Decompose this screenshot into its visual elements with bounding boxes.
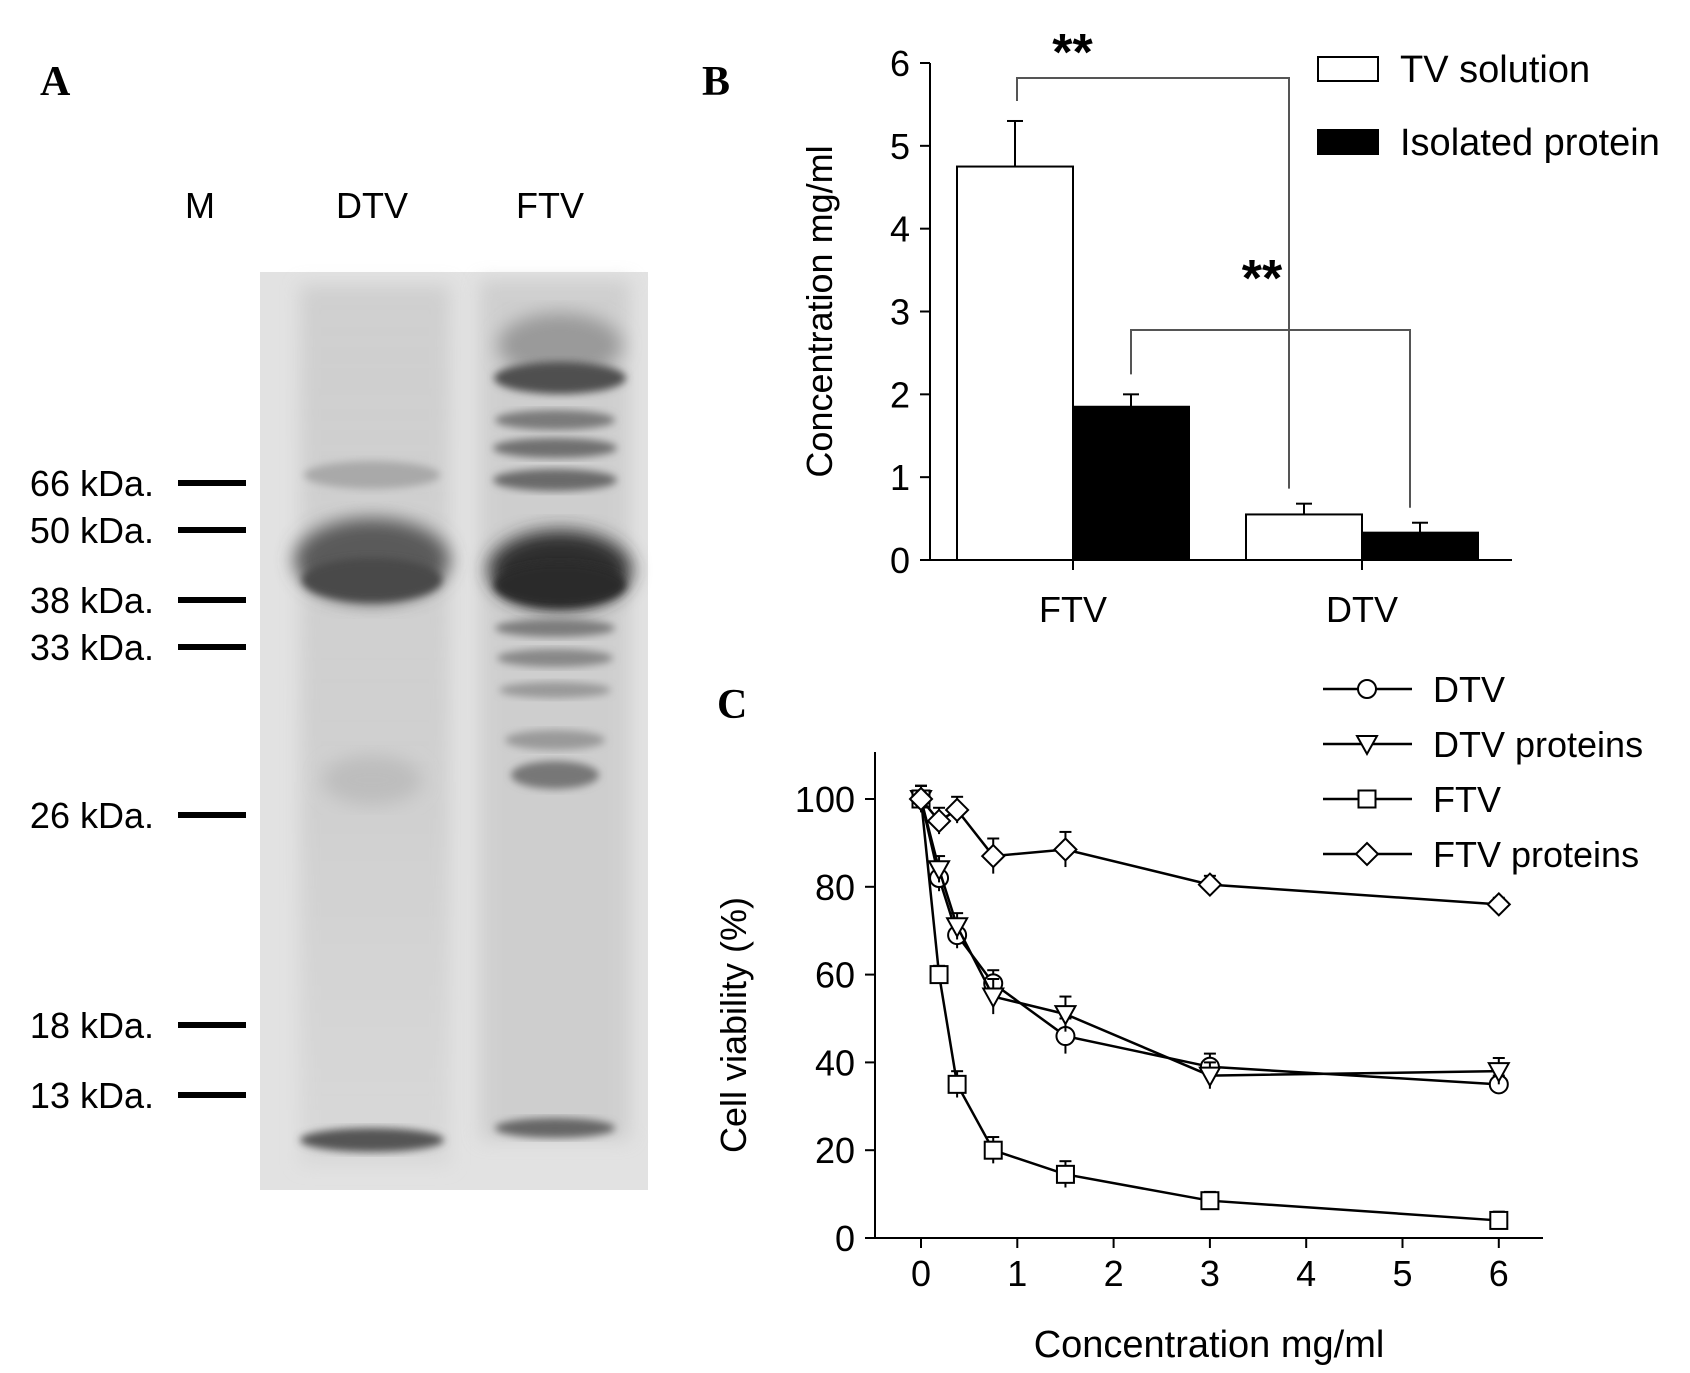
c-point-ftv-proteins-2 — [946, 799, 968, 821]
lane-label-ftv: FTV — [516, 185, 584, 226]
c-point-ftv-2 — [949, 1076, 966, 1093]
c-ytick-label-4: 80 — [815, 867, 855, 908]
c-legend-label-ftv-proteins: FTV proteins — [1433, 834, 1639, 875]
c-ylabel: Cell viability (%) — [713, 897, 754, 1153]
c-line-dtv — [921, 799, 1499, 1084]
panel-b-bar-chart: B 0 1 2 3 4 5 6 Concentration mg/ml FTV DTV ** ** TV… — [702, 24, 1660, 630]
b-sig-label-1: ** — [1242, 250, 1283, 308]
c-legend-label-dtv: DTV — [1433, 669, 1505, 710]
c-ytick-label-0: 0 — [835, 1218, 855, 1259]
c-ytick-label-3: 60 — [815, 955, 855, 996]
b-ylabel: Concentration mg/ml — [799, 145, 840, 477]
c-point-ftv-proteins-3 — [982, 845, 1004, 867]
c-point-ftv-proteins-5 — [1199, 874, 1221, 896]
c-xtick-label-4: 4 — [1296, 1253, 1316, 1294]
b-ytick-label-4: 4 — [890, 209, 910, 250]
b-bar-dtv-1 — [1362, 533, 1478, 560]
c-ytick-label-5: 100 — [795, 779, 855, 820]
b-ytick-label-1: 1 — [890, 457, 910, 498]
marker-label-50: 50 kDa. — [30, 510, 154, 551]
c-legend-marker-ftv — [1359, 791, 1376, 808]
marker-label-33: 33 kDa. — [30, 627, 154, 668]
b-legend-label-1: Isolated protein — [1400, 122, 1660, 164]
c-point-ftv-1 — [931, 966, 948, 983]
lane-label-m: M — [185, 185, 215, 226]
b-ytick-label-6: 6 — [890, 43, 910, 84]
panel-c-letter: C — [717, 682, 747, 728]
c-point-ftv-proteins-6 — [1488, 893, 1510, 915]
b-legend-swatch-0 — [1318, 57, 1378, 81]
c-point-ftv-6 — [1490, 1212, 1507, 1229]
b-ytick-label-0: 0 — [890, 540, 910, 581]
c-xtick-label-3: 3 — [1200, 1253, 1220, 1294]
b-ytick-label-3: 3 — [890, 292, 910, 333]
b-xtick-label-ftv: FTV — [1039, 589, 1107, 630]
c-point-ftv-5 — [1201, 1192, 1218, 1209]
panel-b-letter: B — [702, 59, 730, 105]
panel-a-gel: A M DTV FTV — [30, 59, 648, 1190]
marker-label-13: 13 kDa. — [30, 1075, 154, 1116]
b-bar-dtv-0 — [1246, 514, 1362, 560]
b-ytick-label-2: 2 — [890, 374, 910, 415]
c-ytick-label-2: 40 — [815, 1042, 855, 1083]
c-xtick-label-1: 1 — [1007, 1253, 1027, 1294]
c-point-ftv-proteins-4 — [1054, 838, 1076, 860]
c-legend-label-ftv: FTV — [1433, 779, 1501, 820]
c-line-ftv — [921, 799, 1499, 1220]
b-bar-ftv-1 — [1073, 407, 1189, 560]
c-point-ftv-4 — [1057, 1166, 1074, 1183]
b-xtick-label-dtv: DTV — [1326, 589, 1398, 630]
c-xtick-label-0: 0 — [911, 1253, 931, 1294]
c-point-ftv-3 — [985, 1142, 1002, 1159]
c-xlabel: Concentration mg/ml — [1034, 1324, 1385, 1366]
c-legend-marker-dtv — [1358, 680, 1376, 698]
b-legend-label-0: TV solution — [1400, 49, 1590, 91]
marker-label-18: 18 kDa. — [30, 1005, 154, 1046]
marker-label-38: 38 kDa. — [30, 580, 154, 621]
c-legend-label-dtv-proteins: DTV proteins — [1433, 724, 1643, 765]
b-legend-swatch-1 — [1318, 130, 1378, 154]
c-legend-marker-ftv-proteins — [1356, 843, 1378, 865]
c-xtick-label-5: 5 — [1392, 1253, 1412, 1294]
b-ytick-label-5: 5 — [890, 126, 910, 167]
c-xtick-label-6: 6 — [1489, 1253, 1509, 1294]
marker-label-26: 26 kDa. — [30, 795, 154, 836]
c-line-dtv-proteins — [921, 799, 1499, 1076]
c-ytick-label-1: 20 — [815, 1130, 855, 1171]
marker-label-66: 66 kDa. — [30, 463, 154, 504]
panel-c-line-chart: C 0 20 40 60 80 100 0 1 2 3 4 5 6 Concentration mg/ml… — [713, 669, 1643, 1366]
c-xtick-label-2: 2 — [1104, 1253, 1124, 1294]
gel-image — [260, 272, 648, 1190]
panel-a-letter: A — [40, 59, 71, 105]
lane-label-dtv: DTV — [336, 185, 408, 226]
c-point-dtv-proteins-4 — [1055, 1006, 1075, 1024]
b-bar-ftv-0 — [957, 167, 1073, 560]
b-sig-label-0: ** — [1052, 24, 1093, 82]
